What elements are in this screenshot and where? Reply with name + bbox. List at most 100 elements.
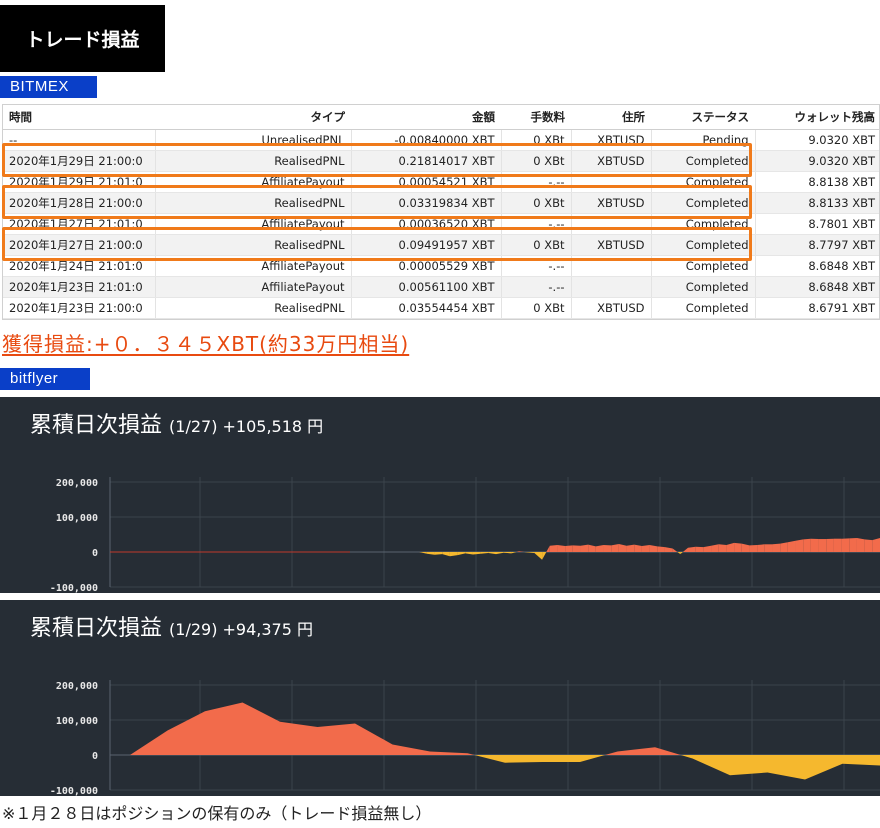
area-segment (767, 755, 805, 780)
area-segment (516, 551, 520, 552)
table-row: 2020年1月28日 21:00:0 RealisedPNL 0.03319834 … (3, 192, 879, 214)
area-segment (810, 538, 819, 552)
table-row: 2020年1月23日 21:01:0 AffiliatePayout 0.00561… (3, 276, 879, 298)
daily-pnl-chart-2: 200,000 100,000 0 -100,000 累積日次損益 (1/29) +9… (0, 600, 880, 796)
cell-fee: -.-- (501, 171, 572, 193)
cell-address: XBTUSD (571, 129, 652, 151)
area-segment (826, 538, 834, 552)
cell-time: 2020年1月24日 21:01:0 (3, 255, 156, 277)
cell-wallet-balance: 8.6848 XBT (755, 255, 879, 277)
area-segment (465, 552, 473, 555)
bitmex-wallet-history-table: 時間 タイプ 金額 手数料 住所 ステータス ウォレット残高 -- UnrealisedPNL… (2, 104, 880, 320)
cell-time: 2020年1月27日 21:00:0 (3, 234, 156, 256)
cell-address (571, 213, 652, 235)
cell-fee: 0 XBt (501, 297, 572, 319)
table-row: 2020年1月29日 21:01:0 AffiliatePayout 0.00054… (3, 171, 879, 193)
cell-status: Pending (651, 129, 756, 151)
cell-status: Completed (651, 297, 756, 319)
area-segment (526, 552, 535, 554)
area-segment (534, 552, 543, 560)
area-segment (856, 538, 865, 552)
area-segment (741, 543, 750, 552)
area-segment (764, 544, 773, 552)
cell-status: Completed (651, 192, 756, 214)
area-segment (467, 753, 475, 755)
cell-wallet-balance: 8.8138 XBT (755, 171, 879, 193)
area-segment (503, 552, 512, 554)
area-segment (474, 755, 505, 763)
area-segment (419, 552, 427, 554)
chart-1-title: 累積日次損益 (1/27) +105,518 円 (30, 407, 323, 439)
area-segment (795, 539, 804, 552)
cell-fee: -.-- (501, 213, 572, 235)
area-segment (864, 539, 873, 552)
column-header-amount: 金額 (351, 105, 501, 130)
area-segment (580, 755, 605, 762)
area-segment (726, 542, 735, 552)
column-header-time: 時間 (3, 105, 155, 130)
area-segment (757, 544, 765, 552)
area-segment (565, 545, 573, 552)
cell-type: UnrealisedPNL (155, 129, 352, 151)
area-segment (205, 702, 243, 755)
table-row: 2020年1月24日 21:01:0 AffiliatePayout 0.00005… (3, 255, 879, 277)
cell-address (571, 171, 652, 193)
area-segment (546, 545, 550, 552)
cell-wallet-balance: 9.0320 XBT (755, 150, 879, 172)
area-segment (780, 542, 788, 552)
cell-type: RealisedPNL (155, 192, 352, 214)
table-row: 2020年1月23日 21:00:0 RealisedPNL 0.03554454 … (3, 297, 879, 319)
cell-fee: -.-- (501, 276, 572, 298)
cell-status: Completed (651, 234, 756, 256)
column-header-status: ステータス (651, 105, 755, 130)
area-segment (595, 545, 604, 552)
area-segment (641, 545, 650, 552)
area-segment (841, 538, 850, 552)
cell-amount: 0.00054521 XBT (351, 171, 502, 193)
cell-wallet-balance: 8.6848 XBT (755, 276, 879, 298)
cell-time: 2020年1月29日 21:00:0 (3, 150, 156, 172)
cell-time: 2020年1月29日 21:01:0 (3, 171, 156, 193)
cell-type: RealisedPNL (155, 234, 352, 256)
chart-2-title-main: 累積日次損益 (30, 616, 163, 641)
area-segment (711, 544, 719, 552)
area-segment (280, 721, 318, 755)
cell-wallet-balance: 9.0320 XBT (755, 129, 879, 151)
cell-amount: 0.03554454 XBT (351, 297, 502, 319)
area-segment (730, 755, 768, 776)
chart-2-title-sub: (1/29) +94,375 円 (169, 620, 313, 639)
table-header-row: 時間 タイプ 金額 手数料 住所 ステータス ウォレット残高 (3, 105, 879, 130)
area-segment (617, 747, 655, 755)
cell-time: 2020年1月23日 21:00:0 (3, 297, 156, 319)
area-segment (787, 540, 796, 552)
table-row: 2020年1月27日 21:00:0 RealisedPNL 0.09491957 … (3, 234, 879, 256)
area-segment (677, 552, 681, 555)
area-segment (692, 755, 730, 776)
area-segment (519, 551, 525, 552)
chart-1-svg: 200,000 100,000 0 -100,000 (50, 477, 880, 593)
cell-amount: 0.00561100 XBT (351, 276, 502, 298)
area-segment (688, 546, 696, 552)
area-segment (488, 552, 496, 555)
y-tick-label: 100,000 (56, 513, 98, 524)
area-segment (805, 755, 843, 780)
area-segment (457, 552, 466, 556)
area-segment (557, 545, 566, 552)
area-segment (618, 543, 627, 552)
cell-type: AffiliatePayout (155, 171, 352, 193)
cell-status: Completed (651, 255, 756, 277)
area-segment (511, 552, 517, 554)
area-segment (695, 546, 704, 552)
area-segment (549, 545, 558, 552)
cell-wallet-balance: 8.6791 XBT (755, 297, 879, 319)
area-segment (167, 711, 205, 755)
cell-amount: 0.21814017 XBT (351, 150, 502, 172)
chart-2-svg: 200,000 100,000 0 -100,000 (50, 680, 880, 796)
y-tick-label: 0 (92, 751, 98, 762)
cell-amount: 0.03319834 XBT (351, 192, 502, 214)
area-segment (703, 545, 712, 552)
y-tick-label: 200,000 (56, 478, 98, 489)
area-segment (680, 755, 693, 759)
area-segment (430, 751, 468, 755)
area-segment (480, 552, 489, 554)
